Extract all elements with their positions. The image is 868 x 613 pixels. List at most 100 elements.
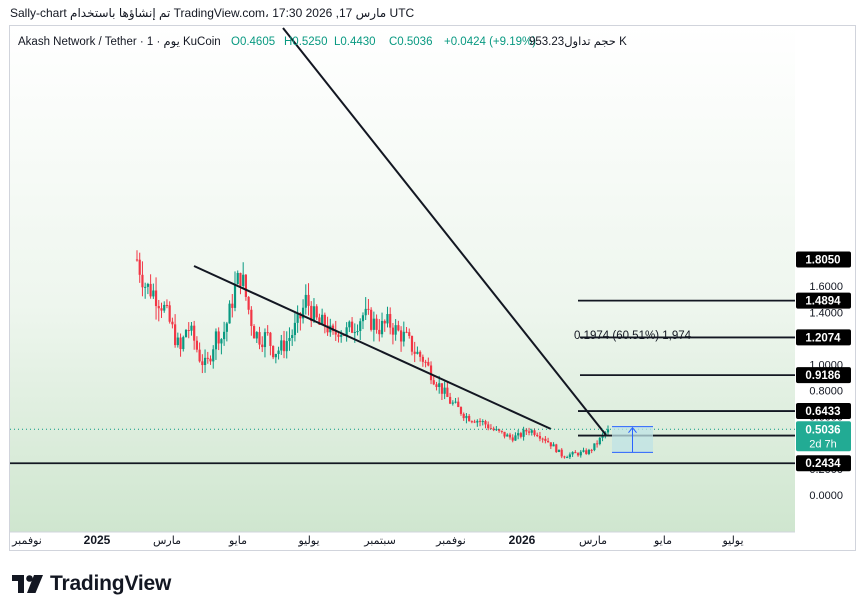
tradingview-logo[interactable]: TradingView: [12, 571, 171, 597]
candle-body: [299, 313, 302, 319]
price-tick-label: 0.8000: [809, 386, 843, 398]
candle-body: [326, 325, 329, 333]
candle-body: [397, 325, 400, 331]
candle-body: [247, 296, 250, 310]
candle-body: [310, 305, 313, 322]
chart-background: [10, 26, 795, 532]
candle-body: [402, 331, 405, 342]
candle-body: [497, 429, 501, 431]
candle-body: [274, 354, 277, 358]
candle-body: [495, 429, 498, 431]
time-tick-label: 2025: [84, 533, 111, 547]
candle-body: [244, 274, 248, 297]
level-price-tag: 1.2074: [805, 332, 841, 344]
time-tick-label: مايو: [653, 535, 672, 547]
chart-frame[interactable]: 0.1974 (60.51%) 1,974 0.00000.20000.4000…: [9, 25, 856, 551]
candle-body: [533, 430, 536, 435]
candle-body: [168, 305, 171, 322]
candle-body: [280, 340, 283, 351]
legend-change: +0.0424 (+9.19%): [444, 36, 536, 48]
candle-body: [190, 325, 193, 331]
candle-body: [438, 383, 441, 388]
level-price-tag-bg: [796, 367, 851, 384]
price-tick-label: 0.0000: [809, 490, 843, 502]
candle-body: [233, 284, 237, 308]
candle-body: [394, 325, 397, 335]
candle-body: [223, 331, 226, 340]
candle-body: [193, 325, 196, 341]
candle-body: [598, 437, 601, 445]
last-price-tag-bg: [796, 421, 851, 452]
candle-body: [585, 450, 588, 454]
candle-body: [500, 430, 503, 432]
candle-body: [506, 434, 509, 437]
candle-body: [361, 315, 365, 322]
price-chart[interactable]: 0.1974 (60.51%) 1,974 0.00000.20000.4000…: [10, 26, 856, 551]
candle-body: [340, 334, 343, 337]
candle-body: [135, 259, 139, 261]
candle-body: [206, 357, 209, 359]
candle-body: [530, 430, 533, 433]
candle-body: [410, 335, 414, 352]
upper-trendline: [282, 27, 607, 436]
candles-layer: [135, 250, 610, 460]
candle-body: [370, 309, 373, 330]
candle-body: [519, 433, 522, 437]
legend-volume: حجم تداول953.23 K: [529, 36, 627, 49]
candle-body: [250, 309, 253, 327]
candle-body: [323, 314, 326, 326]
candle-body: [163, 304, 166, 311]
time-tick-label: يوليو: [721, 535, 743, 547]
candle-body: [372, 318, 375, 330]
candle-body: [576, 453, 580, 456]
candle-body: [152, 290, 155, 297]
candle-body: [446, 387, 449, 397]
last-price-tag: 0.5036: [805, 424, 840, 436]
candle-body: [399, 330, 403, 342]
candle-body: [184, 330, 188, 338]
tradingview-logo-icon: [12, 575, 43, 593]
candle-body: [269, 332, 272, 346]
time-tick-label: يوليو: [297, 535, 319, 547]
candle-body: [484, 421, 487, 425]
candle-body: [201, 361, 204, 366]
time-tick-label: مارس: [153, 535, 181, 547]
candle-body: [353, 332, 356, 334]
candle-body: [435, 384, 438, 388]
candle-body: [448, 396, 452, 404]
candle-body: [427, 361, 430, 366]
candle-body: [511, 437, 514, 441]
candle-body: [440, 383, 444, 394]
candle-body: [383, 320, 386, 324]
candle-body: [258, 332, 261, 345]
candle-body: [549, 442, 552, 447]
candle-body: [424, 361, 427, 363]
candle-body: [481, 421, 484, 423]
candle-body: [225, 323, 228, 332]
candle-body: [429, 365, 433, 381]
level-price-tag: 0.9186: [805, 370, 840, 382]
candle-body: [364, 308, 367, 316]
time-tick-label: نوفمبر: [435, 535, 466, 547]
candle-body: [272, 345, 275, 358]
candle-body: [301, 307, 305, 319]
time-tick-label: مارس: [579, 535, 607, 547]
candle-body: [165, 304, 169, 306]
candle-body: [261, 344, 264, 348]
candle-body: [146, 283, 149, 287]
candle-body: [176, 337, 179, 346]
candle-body: [160, 308, 163, 311]
candle-body: [277, 350, 280, 355]
candle-body: [560, 449, 563, 457]
candle-body: [359, 321, 362, 331]
candle-body: [141, 274, 144, 288]
candle-body: [454, 401, 457, 403]
candle-body: [419, 351, 422, 357]
candle-body: [590, 449, 593, 451]
candle-body: [476, 420, 479, 423]
candle-body: [285, 341, 288, 352]
legend: Akash Network / Tether · 1 · يوم KuCoin …: [18, 36, 627, 49]
candle-body: [416, 351, 419, 354]
candle-body: [544, 438, 547, 441]
candle-body: [220, 339, 223, 344]
